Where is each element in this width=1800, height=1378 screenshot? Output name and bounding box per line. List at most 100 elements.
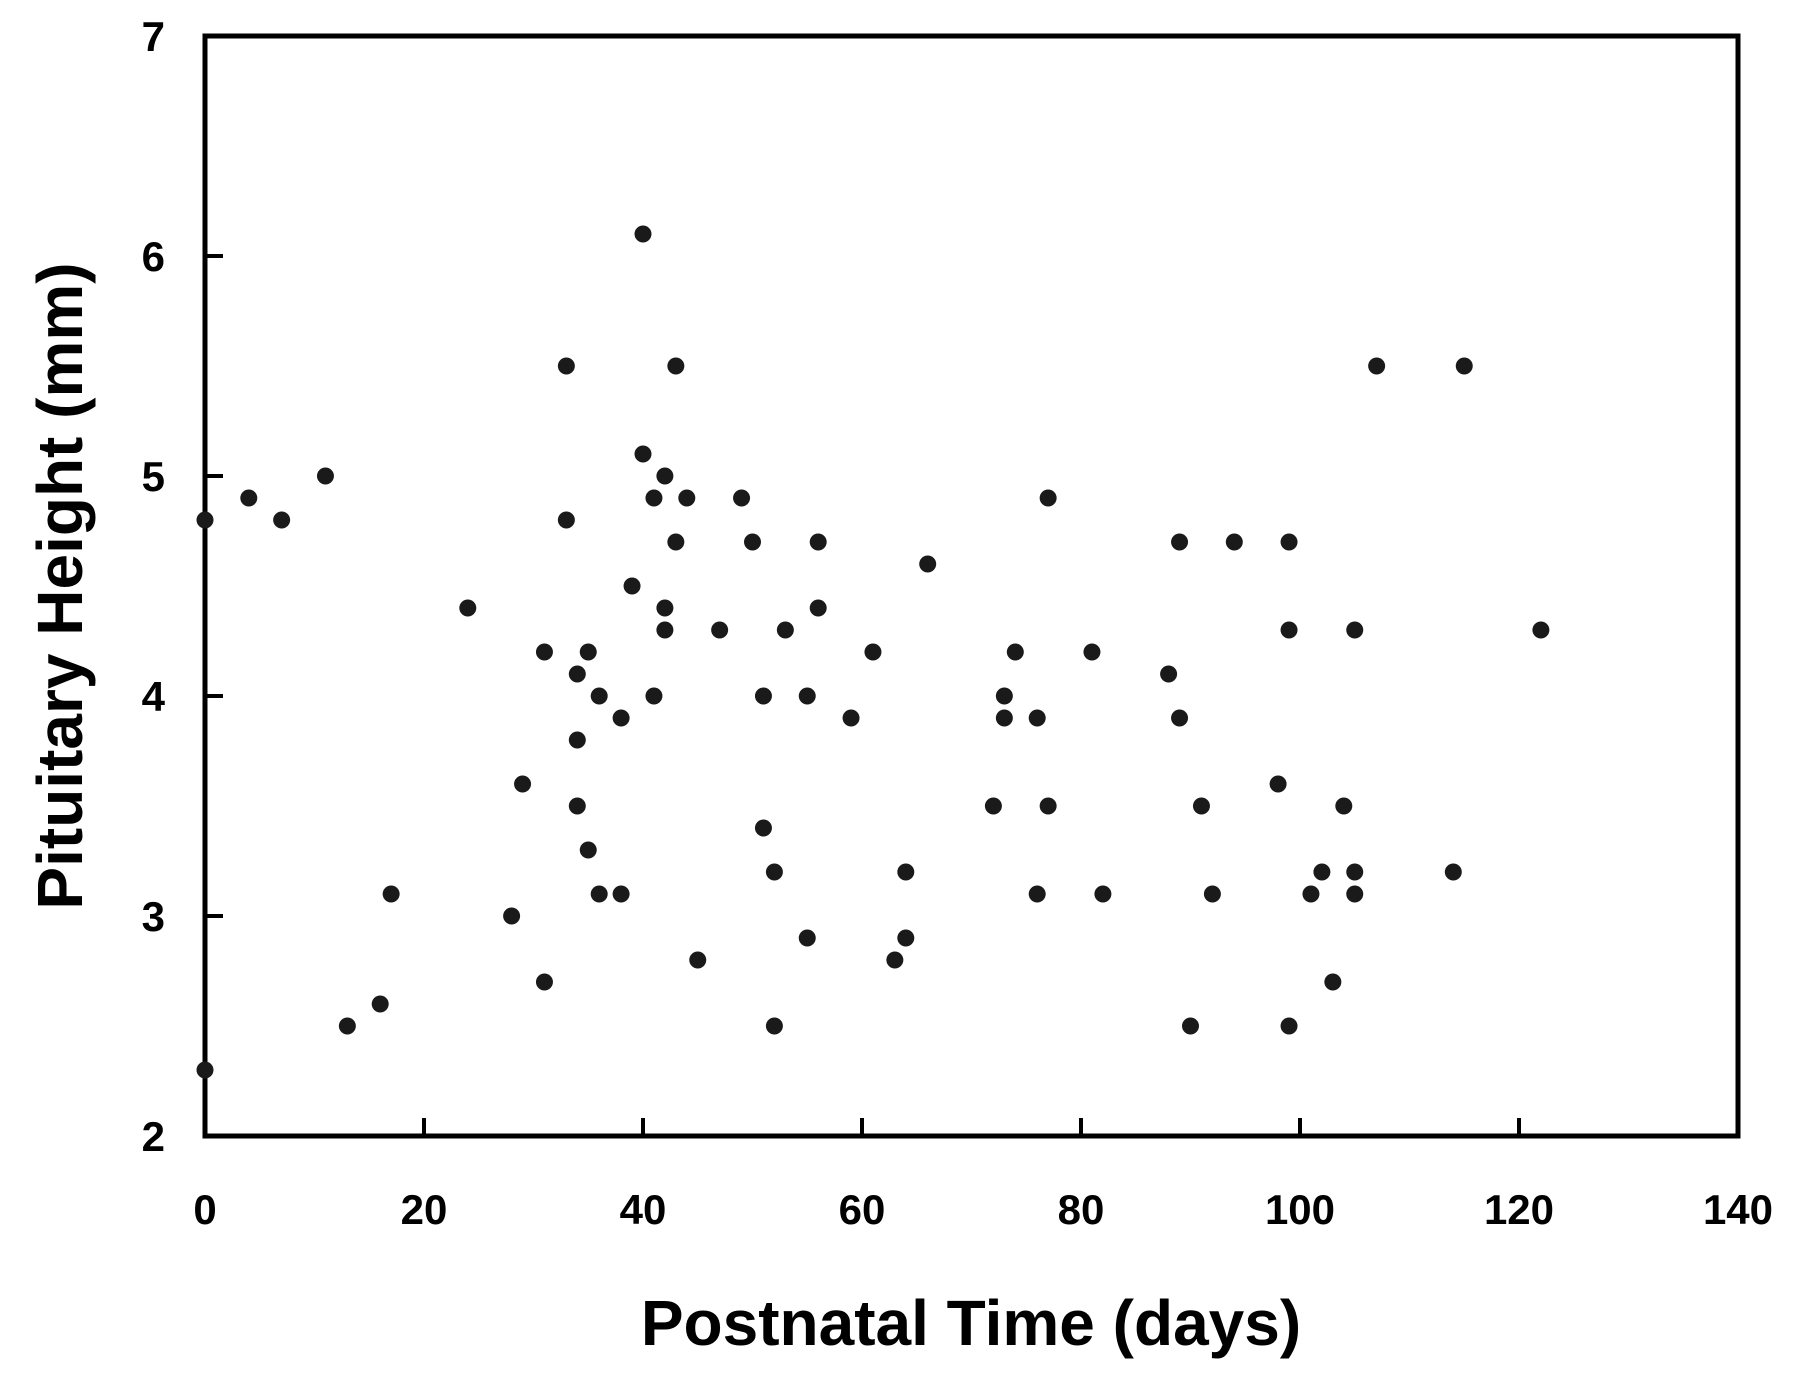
data-point — [765, 1017, 783, 1035]
data-point — [612, 885, 630, 903]
data-point — [1455, 357, 1473, 375]
x-tick-label: 40 — [620, 1186, 667, 1233]
x-tick-label: 0 — [193, 1186, 216, 1233]
data-point — [1269, 775, 1287, 793]
data-point — [1182, 1017, 1199, 1035]
data-point — [1324, 973, 1342, 991]
data-point — [579, 643, 597, 661]
data-point — [590, 885, 608, 903]
data-point — [667, 357, 685, 375]
data-point — [656, 621, 674, 639]
data-point — [754, 819, 772, 837]
data-point — [656, 467, 674, 485]
data-point — [744, 533, 761, 551]
y-tick-label: 7 — [142, 13, 165, 60]
y-axis-ticks: 2 3 4 5 6 7 — [142, 13, 223, 1160]
data-point — [678, 489, 696, 507]
data-point — [1039, 797, 1057, 815]
data-point — [1280, 621, 1298, 639]
data-point — [995, 709, 1013, 727]
data-point — [919, 555, 937, 573]
data-point — [590, 687, 608, 705]
data-point — [1335, 797, 1353, 815]
data-point — [196, 511, 214, 529]
data-point — [1006, 643, 1024, 661]
data-point — [568, 731, 586, 749]
y-tick-label: 6 — [142, 233, 165, 280]
data-point — [1039, 489, 1057, 507]
y-tick-label: 2 — [142, 1113, 165, 1160]
data-point — [1171, 709, 1189, 727]
data-point — [568, 797, 586, 815]
data-point — [984, 797, 1002, 815]
data-point — [1083, 643, 1101, 661]
data-point — [382, 885, 400, 903]
plot-frame — [202, 33, 1741, 1139]
data-point — [689, 951, 707, 969]
data-point — [316, 467, 334, 485]
x-tick-label: 140 — [1703, 1186, 1773, 1233]
x-tick-label: 120 — [1484, 1186, 1554, 1233]
data-point — [1346, 885, 1364, 903]
data-point — [1368, 357, 1386, 375]
data-point — [1346, 863, 1364, 881]
y-axis-title: Pituitary Height (mm) — [24, 262, 96, 909]
data-point — [1444, 863, 1462, 881]
data-point — [240, 489, 258, 507]
data-point — [634, 225, 652, 243]
data-point — [273, 511, 291, 529]
data-point — [733, 489, 751, 507]
data-point — [645, 489, 663, 507]
data-point — [1192, 797, 1210, 815]
data-point — [1028, 885, 1046, 903]
y-tick-label: 5 — [142, 453, 165, 500]
data-point — [1280, 533, 1298, 551]
data-point — [196, 1061, 214, 1079]
data-point — [612, 709, 630, 727]
data-points — [196, 225, 1550, 1079]
data-point — [459, 599, 477, 617]
data-point — [535, 973, 553, 991]
x-tick-label: 20 — [401, 1186, 448, 1233]
data-point — [1160, 665, 1178, 683]
data-point — [568, 665, 586, 683]
data-point — [535, 643, 553, 661]
data-point — [557, 357, 575, 375]
data-point — [798, 687, 816, 705]
data-point — [809, 533, 827, 551]
data-point — [623, 577, 641, 595]
data-point — [1302, 885, 1320, 903]
data-point — [864, 643, 882, 661]
x-axis-title: Postnatal Time (days) — [641, 1287, 1301, 1359]
x-tick-label: 60 — [839, 1186, 886, 1233]
data-point — [503, 907, 521, 925]
x-tick-label: 80 — [1058, 1186, 1105, 1233]
data-point — [667, 533, 685, 551]
x-axis-ticks: 0 20 40 60 80 100 120 140 — [193, 1118, 1773, 1233]
y-tick-label: 3 — [142, 893, 165, 940]
data-point — [886, 951, 904, 969]
data-point — [645, 687, 663, 705]
data-point — [1094, 885, 1112, 903]
data-point — [656, 599, 674, 617]
data-point — [634, 445, 652, 463]
data-point — [754, 687, 772, 705]
data-point — [371, 995, 389, 1013]
data-point — [1346, 621, 1364, 639]
data-point — [776, 621, 794, 639]
data-point — [1171, 533, 1189, 551]
data-point — [557, 511, 575, 529]
data-point — [711, 621, 729, 639]
y-tick-label: 4 — [142, 673, 166, 720]
data-point — [1225, 533, 1243, 551]
data-point — [1203, 885, 1221, 903]
data-point — [1280, 1017, 1298, 1035]
data-point — [579, 841, 597, 859]
data-point — [995, 687, 1013, 705]
x-tick-label: 100 — [1265, 1186, 1335, 1233]
data-point — [809, 599, 827, 617]
data-point — [1532, 621, 1550, 639]
data-point — [514, 775, 532, 793]
data-point — [842, 709, 860, 727]
